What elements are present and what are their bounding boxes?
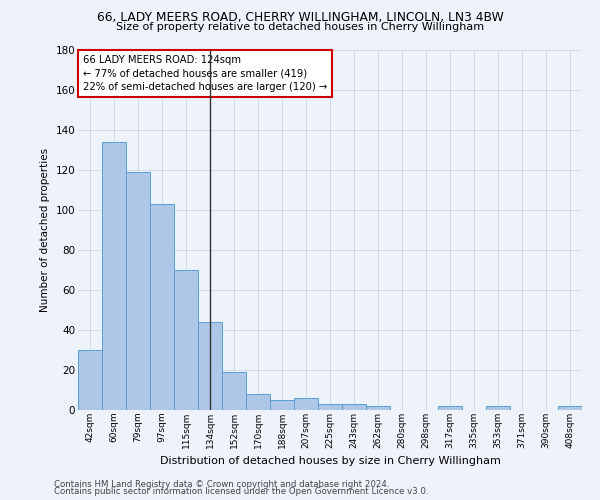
Bar [342, 404, 366, 410]
Text: 66 LADY MEERS ROAD: 124sqm
← 77% of detached houses are smaller (419)
22% of sem: 66 LADY MEERS ROAD: 124sqm ← 77% of deta… [83, 56, 327, 92]
Bar [294, 398, 318, 410]
Bar [102, 142, 126, 410]
Bar [150, 204, 174, 410]
X-axis label: Distribution of detached houses by size in Cherry Willingham: Distribution of detached houses by size … [160, 456, 500, 466]
Y-axis label: Number of detached properties: Number of detached properties [40, 148, 50, 312]
Text: 66, LADY MEERS ROAD, CHERRY WILLINGHAM, LINCOLN, LN3 4BW: 66, LADY MEERS ROAD, CHERRY WILLINGHAM, … [97, 11, 503, 24]
Text: Contains HM Land Registry data © Crown copyright and database right 2024.: Contains HM Land Registry data © Crown c… [54, 480, 389, 489]
Bar [558, 406, 582, 410]
Text: Contains public sector information licensed under the Open Government Licence v3: Contains public sector information licen… [54, 487, 428, 496]
Bar [486, 406, 510, 410]
Bar [174, 270, 198, 410]
Bar [438, 406, 462, 410]
Bar [270, 400, 294, 410]
Bar [126, 172, 150, 410]
Bar [78, 350, 102, 410]
Bar [198, 322, 222, 410]
Text: Size of property relative to detached houses in Cherry Willingham: Size of property relative to detached ho… [116, 22, 484, 32]
Bar [246, 394, 270, 410]
Bar [318, 404, 342, 410]
Bar [366, 406, 390, 410]
Bar [222, 372, 246, 410]
